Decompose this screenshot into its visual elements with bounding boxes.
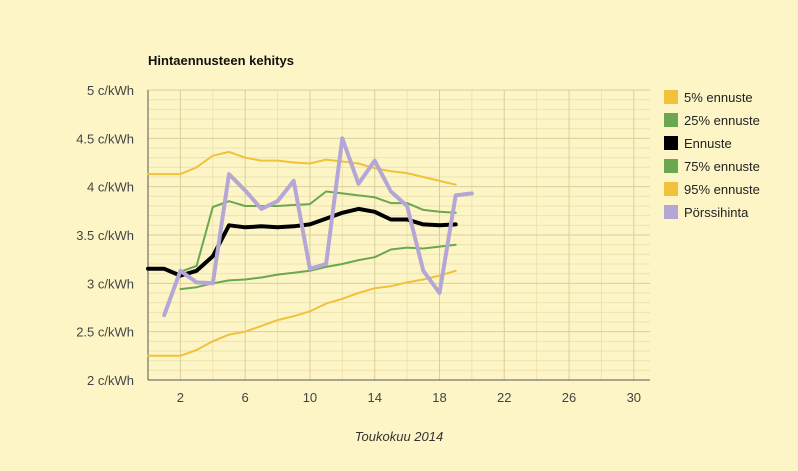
axes: 2 c/kWh 2.5 c/kWh 3 c/kWh 3.5 c/kWh 4 c/kWh 4… bbox=[76, 83, 650, 405]
legend: 5% ennuste 25% ennuste Ennuste 75% ennuste 9… bbox=[664, 90, 760, 220]
legend-label: Pörssihinta bbox=[684, 205, 749, 220]
x-tick-label: 10 bbox=[303, 390, 317, 405]
y-tick-label: 4.5 c/kWh bbox=[76, 131, 134, 146]
legend-swatch bbox=[664, 90, 678, 104]
x-tick-label: 6 bbox=[242, 390, 249, 405]
series-lines bbox=[146, 136, 474, 357]
legend-label: 25% ennuste bbox=[684, 113, 760, 128]
legend-swatch bbox=[664, 159, 678, 173]
x-tick-label: 2 bbox=[177, 390, 184, 405]
legend-swatch bbox=[664, 205, 678, 219]
x-tick-label: 26 bbox=[562, 390, 576, 405]
legend-swatch bbox=[664, 182, 678, 196]
legend-label: 75% ennuste bbox=[684, 159, 760, 174]
x-tick-label: 22 bbox=[497, 390, 511, 405]
series-line-2 bbox=[179, 243, 457, 291]
x-axis-label: Toukokuu 2014 bbox=[355, 429, 443, 444]
y-tick-label: 3.5 c/kWh bbox=[76, 228, 134, 243]
series-line-5 bbox=[147, 150, 457, 186]
grid bbox=[147, 89, 650, 381]
x-tick-label: 14 bbox=[367, 390, 381, 405]
x-tick-label: 30 bbox=[627, 390, 641, 405]
legend-swatch bbox=[664, 136, 678, 150]
y-tick-label: 2.5 c/kWh bbox=[76, 325, 134, 340]
legend-label: Ennuste bbox=[684, 136, 732, 151]
y-tick-label: 5 c/kWh bbox=[87, 83, 134, 98]
y-tick-label: 2 c/kWh bbox=[87, 373, 134, 388]
y-tick-label: 4 c/kWh bbox=[87, 180, 134, 195]
legend-label: 95% ennuste bbox=[684, 182, 760, 197]
chart-title: Hintaennusteen kehitys bbox=[148, 53, 294, 68]
legend-label: 5% ennuste bbox=[684, 90, 753, 105]
legend-swatch bbox=[664, 113, 678, 127]
x-tick-label: 18 bbox=[432, 390, 446, 405]
y-tick-label: 3 c/kWh bbox=[87, 276, 134, 291]
series-line-1 bbox=[147, 269, 457, 357]
series-line-6 bbox=[162, 136, 474, 318]
